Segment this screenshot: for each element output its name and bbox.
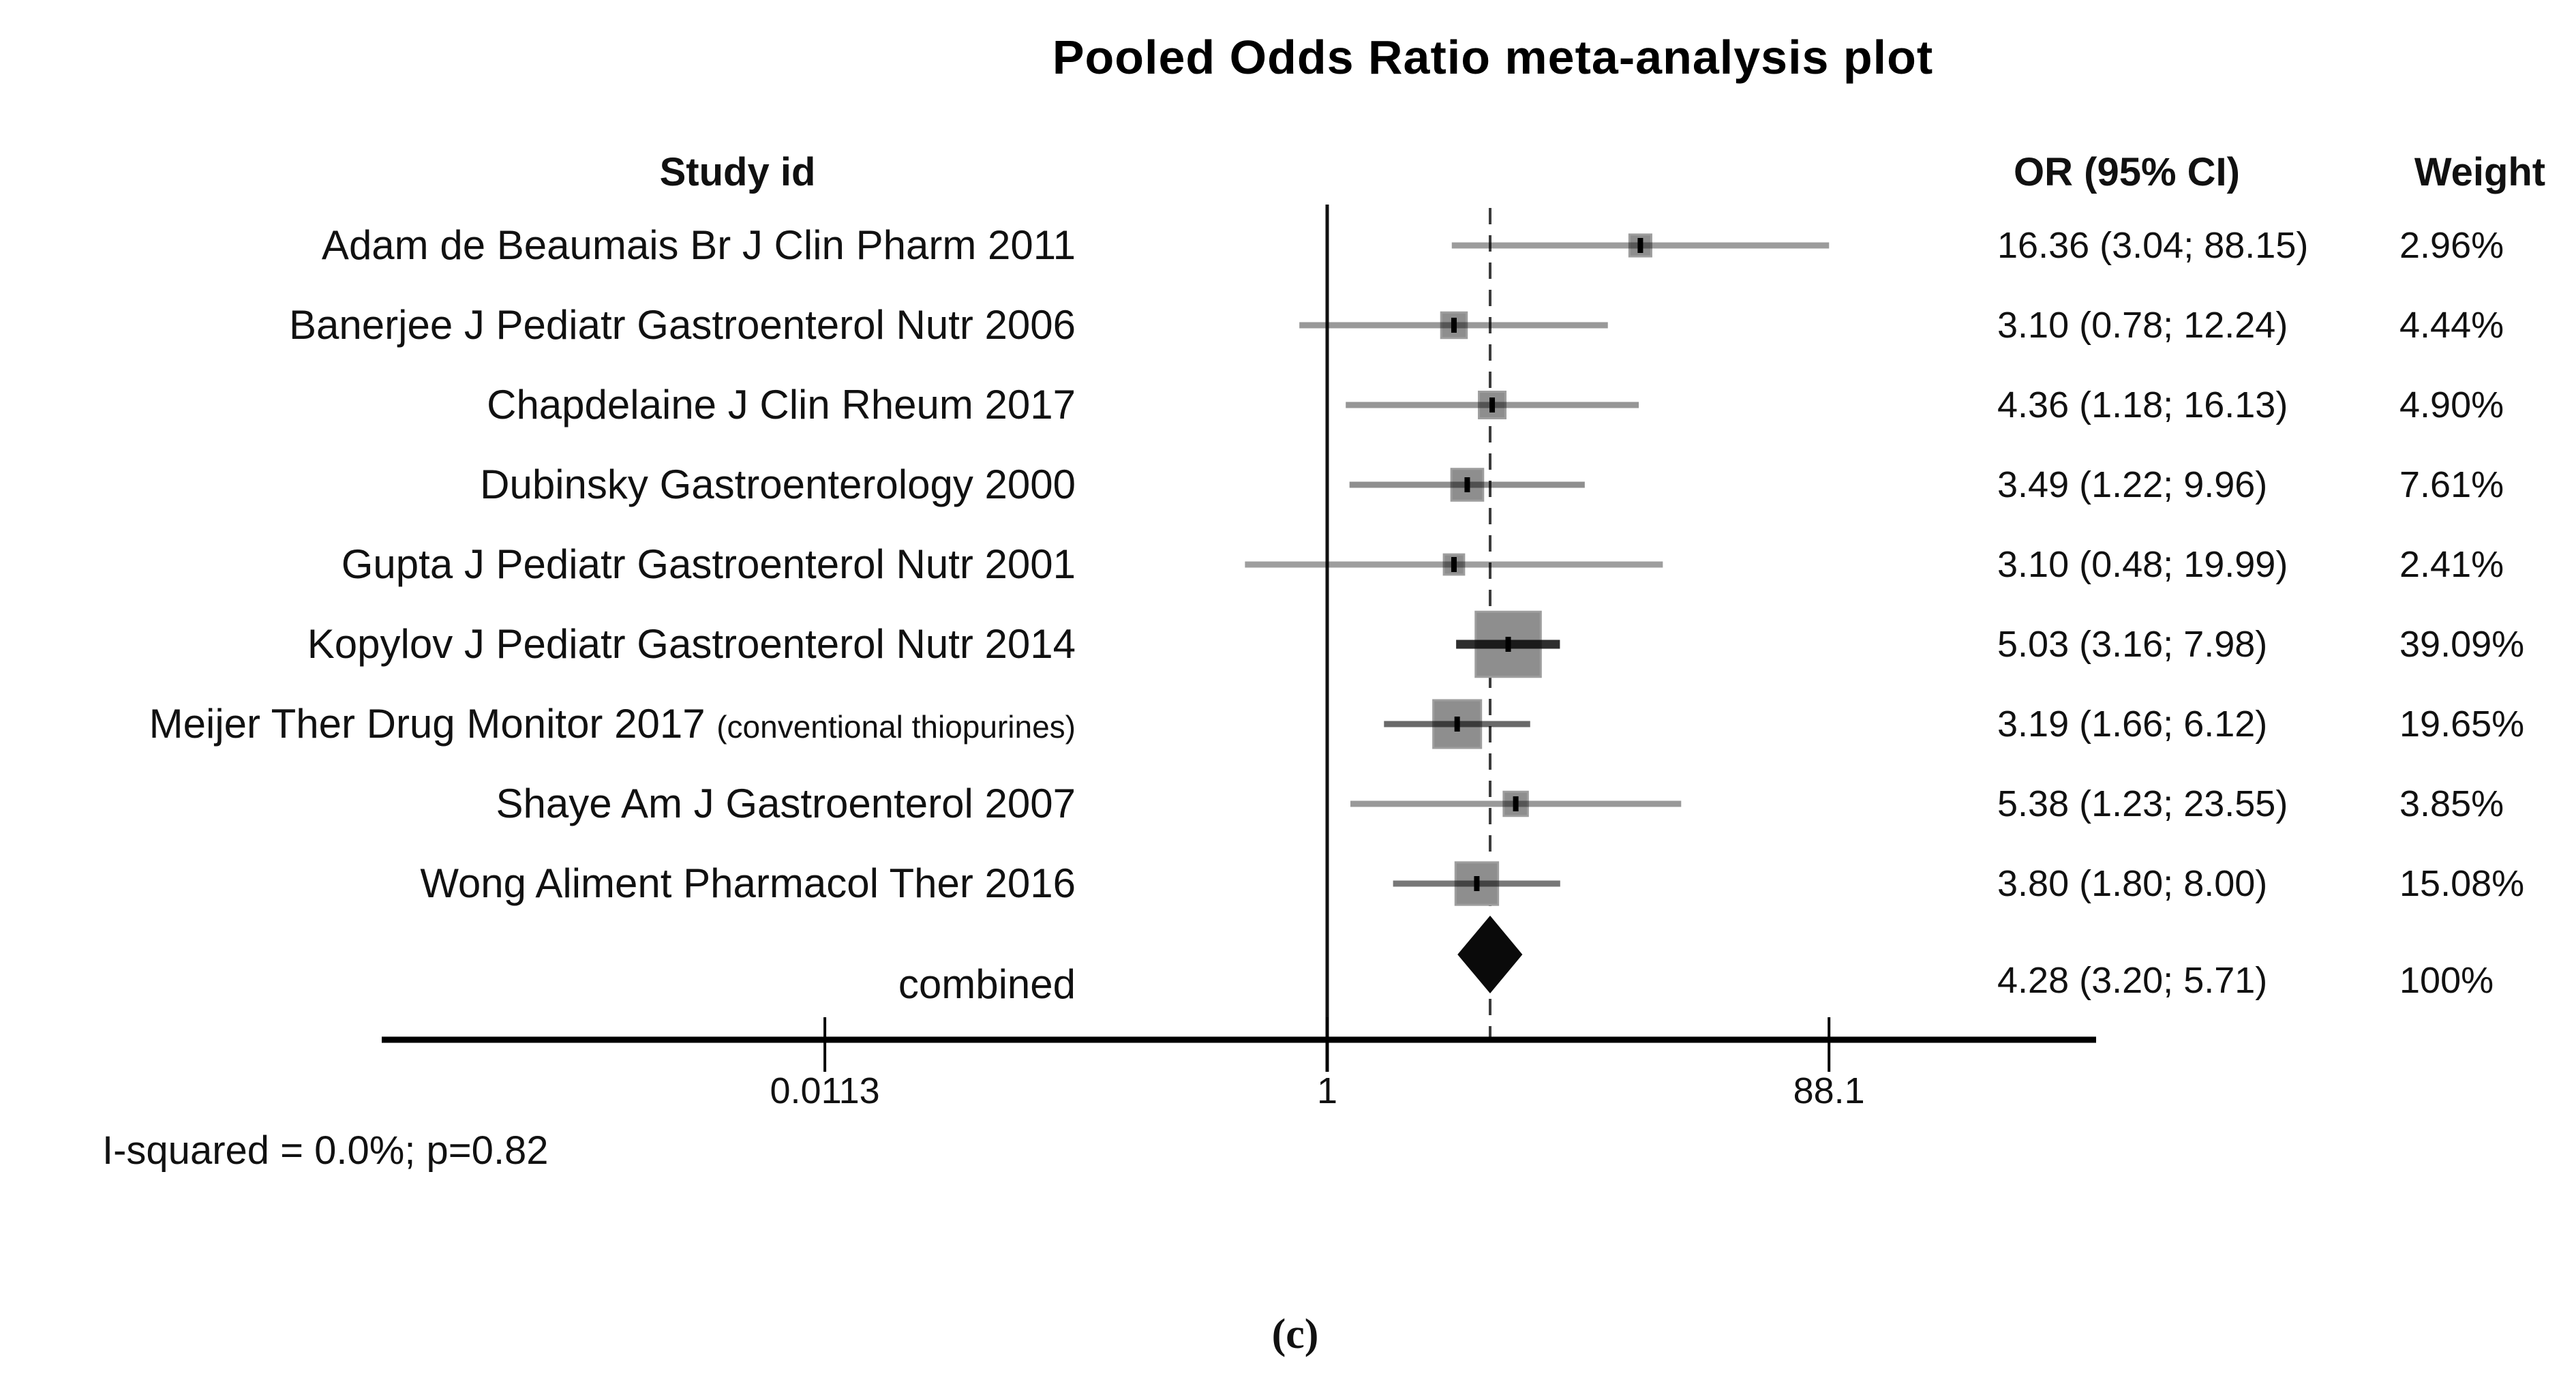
point-estimate-tick (1451, 318, 1457, 333)
x-axis-tick-label: 0.0113 (770, 1070, 880, 1111)
or-ci-value: 3.19 (1.66; 6.12) (1997, 704, 2268, 745)
combined-label: combined (898, 961, 1076, 1007)
study-label: Dubinsky Gastroenterology 2000 (480, 462, 1076, 507)
point-estimate-tick (1637, 238, 1643, 253)
point-estimate-tick (1513, 796, 1519, 811)
or-ci-value: 5.38 (1.23; 23.55) (1997, 783, 2288, 824)
weight-value: 19.65% (2399, 704, 2525, 745)
point-estimate-tick (1454, 717, 1460, 732)
or-ci-value: 4.36 (1.18; 16.13) (1997, 385, 2288, 425)
weight-value: 2.41% (2399, 544, 2504, 585)
study-label-annotation: (conventional thiopurines) (716, 709, 1076, 745)
heterogeneity-stats: I-squared = 0.0%; p=0.82 (102, 1128, 549, 1173)
study-label: Gupta J Pediatr Gastroenterol Nutr 2001 (341, 541, 1076, 587)
study-label: Shaye Am J Gastroenterol 2007 (496, 781, 1076, 826)
study-label: Kopylov J Pediatr Gastroenterol Nutr 201… (307, 621, 1076, 667)
column-header-weight: Weight (2414, 150, 2546, 194)
column-header-or-ci: OR (95% CI) (2014, 150, 2240, 194)
weight-value: 7.61% (2399, 464, 2504, 505)
figure-title: Pooled Odds Ratio meta-analysis plot (1052, 31, 1934, 84)
weight-square (1502, 790, 1529, 817)
point-estimate-tick (1489, 397, 1496, 412)
or-ci-value: 3.10 (0.78; 12.24) (1997, 305, 2288, 346)
study-label: Wong Aliment Pharmacol Ther 2016 (420, 860, 1076, 906)
study-label: Banerjee J Pediatr Gastroenterol Nutr 20… (289, 302, 1076, 348)
or-ci-value: 16.36 (3.04; 88.15) (1997, 225, 2309, 266)
point-estimate-tick (1464, 477, 1470, 492)
panel-caption: (c) (1271, 1311, 1319, 1357)
point-estimate-tick (1451, 557, 1457, 572)
weight-value: 39.09% (2399, 624, 2525, 665)
or-ci-value: 3.80 (1.80; 8.00) (1997, 863, 2268, 904)
weight-value: 15.08% (2399, 863, 2525, 904)
point-estimate-tick (1505, 637, 1511, 652)
or-ci-value: 3.10 (0.48; 19.99) (1997, 544, 2288, 585)
weight-value: 3.85% (2399, 783, 2504, 824)
combined-weight-value: 100% (2399, 960, 2494, 1001)
study-label: Chapdelaine J Clin Rheum 2017 (487, 382, 1076, 427)
or-ci-value: 3.49 (1.22; 9.96) (1997, 464, 2268, 505)
x-axis-tick-label: 1 (1316, 1070, 1338, 1111)
weight-value: 2.96% (2399, 225, 2504, 266)
column-header-study-id: Study id (659, 150, 816, 194)
x-axis-tick-label: 88.1 (1793, 1070, 1865, 1111)
combined-diamond (1457, 916, 1523, 993)
study-label: Adam de Beaumais Br J Clin Pharm 2011 (321, 222, 1076, 268)
combined-or-ci-value: 4.28 (3.20; 5.71) (1997, 960, 2268, 1001)
weight-value: 4.90% (2399, 385, 2504, 425)
point-estimate-tick (1474, 876, 1480, 891)
weight-value: 4.44% (2399, 305, 2504, 346)
or-ci-value: 5.03 (3.16; 7.98) (1997, 624, 2268, 665)
study-label: Meijer Ther Drug Monitor 2017 (conventio… (149, 701, 1076, 747)
